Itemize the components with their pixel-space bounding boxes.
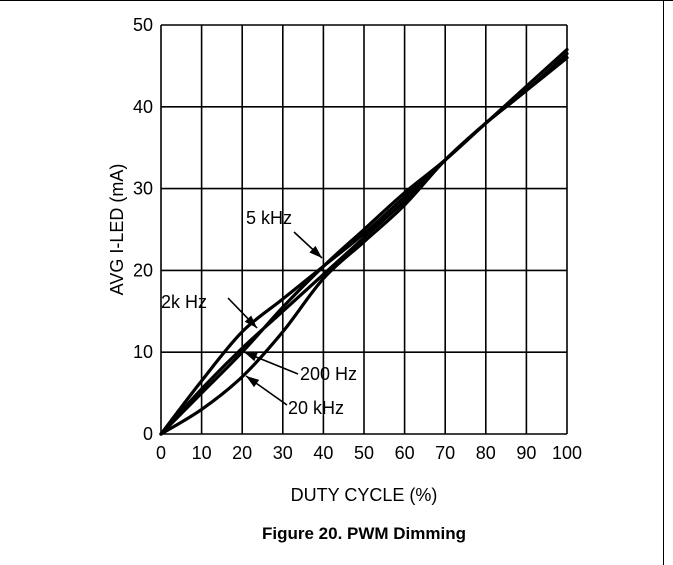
chart-grid [160, 24, 568, 435]
series-line-20khz [159, 56, 569, 436]
y-tick-label-3: 30 [133, 179, 153, 199]
series-label-5khz: 5 kHz [246, 208, 292, 228]
x-tick-label-7: 70 [435, 443, 455, 463]
series-label-200hz: 200 Hz [300, 364, 357, 384]
x-tick-label-5: 50 [354, 443, 374, 463]
annotation-arrowhead-5khz [309, 245, 322, 258]
series-label-20khz: 20 kHz [288, 398, 344, 418]
y-axis-title: AVG I-LED (mA) [107, 164, 127, 296]
x-tick-label-1: 10 [192, 443, 212, 463]
y-tick-label-5: 50 [133, 15, 153, 35]
x-tick-label-2: 20 [232, 443, 252, 463]
x-tick-label-0: 0 [156, 443, 166, 463]
series-annotations: 5 kHz 2k Hz 200 Hz 20 kHz [161, 208, 357, 418]
tick-labels: 0 10 20 30 40 50 60 70 80 90 100 0 10 20 30 40 50 [133, 15, 582, 463]
x-tick-label-4: 40 [313, 443, 333, 463]
x-tick-label-9: 90 [516, 443, 536, 463]
y-tick-label-1: 10 [133, 342, 153, 362]
annotation-arrowhead-2khz [244, 315, 257, 328]
annotation-arrowhead-200hz [244, 352, 258, 362]
y-tick-label-4: 40 [133, 97, 153, 117]
x-tick-label-10: 100 [552, 443, 582, 463]
x-axis-title: DUTY CYCLE (%) [291, 485, 438, 505]
y-tick-label-0: 0 [143, 424, 153, 444]
x-tick-label-3: 30 [273, 443, 293, 463]
series-label-2khz: 2k Hz [161, 292, 207, 312]
x-tick-label-6: 60 [395, 443, 415, 463]
figure-caption: Figure 20. PWM Dimming [262, 524, 466, 543]
x-tick-label-8: 80 [476, 443, 496, 463]
annotation-arrowhead-20khz [246, 376, 260, 388]
series-group [159, 47, 569, 436]
y-tick-label-2: 20 [133, 260, 153, 280]
